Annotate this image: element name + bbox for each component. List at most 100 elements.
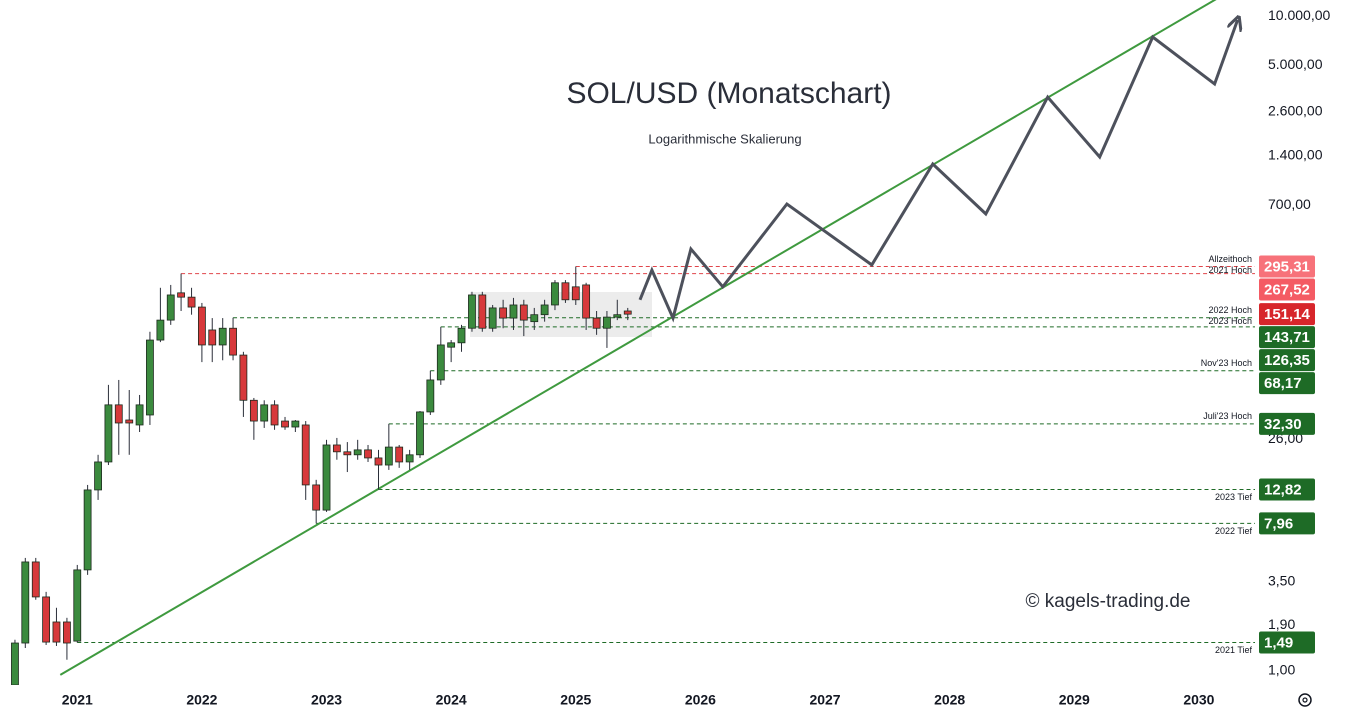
y-tick-label: 1,00 bbox=[1268, 662, 1295, 678]
level-price-box bbox=[1259, 255, 1315, 278]
watermark: © kagels-trading.de bbox=[1025, 591, 1190, 612]
candle-body bbox=[83, 489, 92, 571]
candle-body bbox=[239, 354, 248, 401]
candle-body bbox=[561, 282, 570, 301]
level-price-box bbox=[1259, 512, 1315, 535]
candle-body bbox=[571, 286, 580, 301]
level-price-box-text: 12,82 bbox=[1264, 482, 1302, 499]
x-tick-label: 2023 bbox=[311, 692, 342, 708]
level-price-box bbox=[1259, 278, 1315, 301]
y-tick-label: 1,90 bbox=[1268, 616, 1295, 632]
candle-body bbox=[187, 296, 196, 308]
x-tick-label: 2022 bbox=[186, 692, 217, 708]
candle-body bbox=[208, 329, 217, 346]
y-tick-label: 3,50 bbox=[1268, 573, 1295, 589]
candle-body bbox=[499, 307, 508, 319]
x-tick-label: 2021 bbox=[62, 692, 93, 708]
candle-body bbox=[125, 419, 134, 424]
candle-body bbox=[146, 339, 154, 416]
candle-body bbox=[582, 284, 591, 319]
level-label: 2023 Tief bbox=[1215, 492, 1253, 502]
candle-body bbox=[197, 306, 206, 346]
candle-body bbox=[322, 444, 331, 511]
candle-body bbox=[229, 327, 237, 356]
level-price-box-text: 143,71 bbox=[1264, 329, 1310, 346]
axis-layer: 10.000,00 5.000,00 2.600,00 1.400,00 700,00 2… bbox=[62, 7, 1331, 708]
candle-body bbox=[52, 621, 61, 643]
y-tick-label: 10.000,00 bbox=[1268, 7, 1330, 23]
candle-body bbox=[395, 446, 404, 463]
candle-body bbox=[218, 327, 227, 346]
level-price-box bbox=[1259, 478, 1315, 501]
x-tick-label: 2025 bbox=[560, 692, 591, 708]
level-price-box-text: 267,52 bbox=[1264, 282, 1310, 299]
level-price-box-text: 32,30 bbox=[1264, 416, 1302, 433]
plot-area bbox=[11, 0, 1255, 685]
candle-body bbox=[405, 454, 414, 463]
y-tick-label: 1.400,00 bbox=[1268, 147, 1323, 163]
candle-body bbox=[281, 420, 289, 428]
candle-body bbox=[249, 399, 258, 422]
x-tick-label: 2029 bbox=[1059, 692, 1090, 708]
settings-icon[interactable] bbox=[1298, 693, 1312, 707]
candle-body bbox=[384, 446, 393, 466]
candle-body bbox=[592, 317, 601, 329]
candle-body bbox=[135, 404, 144, 426]
candle-body bbox=[416, 411, 424, 456]
candle-body bbox=[530, 314, 539, 323]
x-tick-label: 2027 bbox=[809, 692, 840, 708]
level-label: 2022 Tief bbox=[1215, 526, 1253, 536]
candle-body bbox=[457, 327, 466, 344]
level-price-box-text: 68,17 bbox=[1264, 375, 1302, 392]
chart-subtitle: Logarithmische Skalierung bbox=[648, 131, 801, 146]
candle-body bbox=[509, 304, 518, 319]
x-tick-label: 2024 bbox=[436, 692, 467, 708]
level-price-box bbox=[1259, 349, 1315, 372]
candle-body bbox=[166, 294, 175, 321]
level-label: Nov'23 Hoch bbox=[1201, 358, 1252, 368]
candle-body bbox=[270, 404, 279, 426]
level-price-box-text: 7,96 bbox=[1264, 515, 1293, 532]
candle-body bbox=[551, 282, 559, 306]
candle-body bbox=[353, 449, 362, 456]
level-price-box-text: 126,35 bbox=[1264, 352, 1310, 369]
candle-body bbox=[603, 316, 611, 329]
level-label: Juli'23 Hoch bbox=[1203, 411, 1252, 421]
x-tick-label: 2028 bbox=[934, 692, 965, 708]
candle-body bbox=[540, 304, 549, 316]
candle-body bbox=[478, 294, 487, 329]
candle-body bbox=[291, 420, 300, 428]
candle-body bbox=[156, 319, 165, 341]
candle-body bbox=[114, 404, 123, 424]
level-label: 2021 Tief bbox=[1215, 645, 1253, 655]
candle-body bbox=[94, 461, 102, 491]
candle-body bbox=[31, 561, 40, 598]
projection-line bbox=[638, 20, 1238, 323]
level-price-box bbox=[1259, 631, 1315, 654]
x-tick-label: 2030 bbox=[1183, 692, 1214, 708]
candle-body bbox=[312, 484, 321, 511]
last-price-box-text: 151,14 bbox=[1264, 306, 1311, 323]
candle-body bbox=[374, 457, 383, 466]
candle-body bbox=[260, 404, 269, 422]
level-price-box bbox=[1259, 326, 1315, 349]
candle-body bbox=[613, 314, 622, 318]
candle-body bbox=[21, 561, 30, 644]
candle-body bbox=[11, 642, 19, 685]
candle-body bbox=[436, 344, 445, 381]
level-label: Allzeithoch bbox=[1208, 254, 1252, 264]
last-price-box bbox=[1259, 303, 1315, 326]
level-label: 2021 Hoch bbox=[1208, 265, 1252, 275]
candle-body bbox=[301, 424, 310, 486]
candle-body bbox=[447, 342, 456, 348]
level-label: 2023 Hoch bbox=[1208, 316, 1252, 326]
level-price-box-text: 1,49 bbox=[1264, 635, 1293, 652]
candle-body bbox=[468, 294, 476, 329]
trendline bbox=[59, 0, 1217, 676]
candle-body bbox=[488, 307, 497, 329]
x-tick-label: 2026 bbox=[685, 692, 716, 708]
level-label: 2022 Hoch bbox=[1208, 305, 1252, 315]
y-tick-label: 700,00 bbox=[1268, 196, 1311, 212]
candle-body bbox=[519, 304, 528, 321]
